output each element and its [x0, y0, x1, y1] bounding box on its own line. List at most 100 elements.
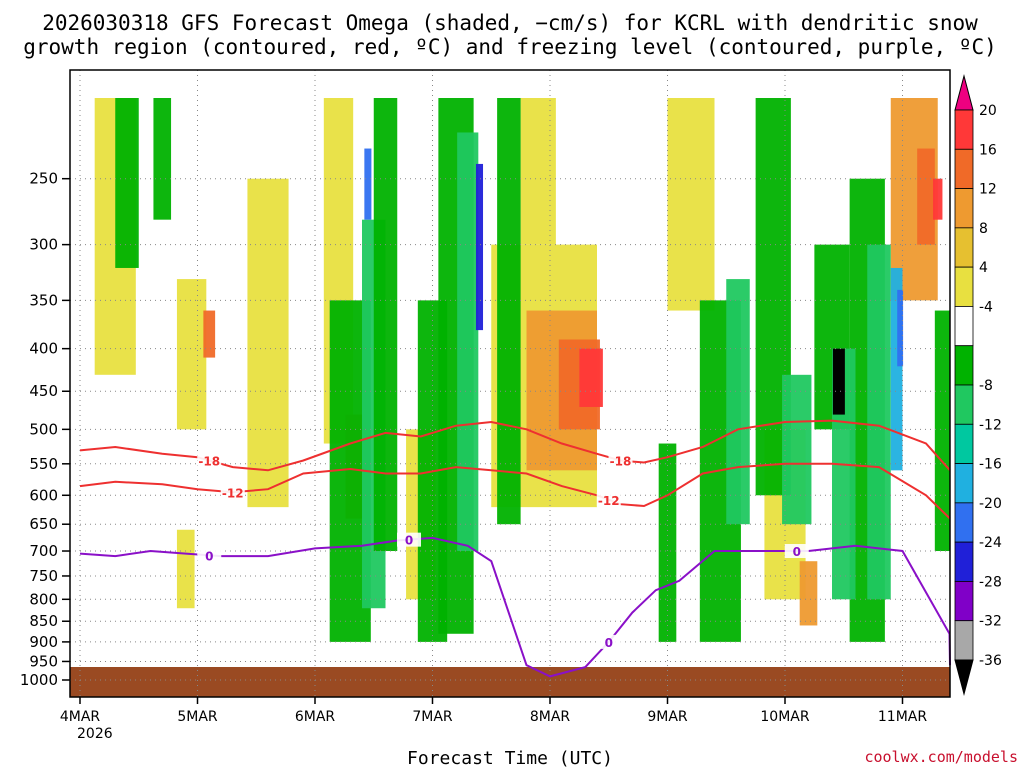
plot-frame	[69, 69, 951, 698]
contour-label: -18	[198, 455, 220, 469]
contour-label: 0	[793, 545, 801, 559]
colorbar-segment	[954, 581, 974, 622]
y-tick-label: 800	[29, 590, 58, 608]
y-tick-label: 450	[29, 382, 58, 400]
colorbar-label: -20	[979, 496, 1002, 512]
y-tick-label: 500	[29, 420, 58, 438]
contour-label-bg	[596, 634, 621, 649]
contour-label: -18	[610, 455, 632, 469]
colorbar: 20 16 12 8 4 -4 -8 -12 -16 -20 -24 -28 -32 -36	[954, 74, 1002, 696]
y-tick-label: 550	[29, 455, 58, 473]
colorbar-segment	[954, 148, 974, 189]
y-tick-label: 700	[29, 542, 58, 560]
x-tick-label: 5MAR	[177, 709, 218, 725]
omega-cell	[917, 148, 935, 245]
contour-label: 0	[605, 636, 613, 650]
y-tick-label: 850	[29, 612, 58, 630]
colorbar-segment	[954, 502, 974, 543]
x-axis-label: Forecast Time (UTC)	[407, 748, 613, 768]
y-tick-label: 300	[29, 236, 58, 254]
omega-cell	[153, 98, 172, 220]
y-tick-label: 900	[29, 633, 58, 651]
omega-cell	[799, 561, 818, 626]
chart-title-line2: growth region (contoured, red, ºC) and f…	[23, 35, 997, 59]
x-tick-label: 11MAR	[878, 709, 927, 725]
contour-label-bg	[197, 453, 222, 468]
colorbar-segment	[954, 227, 974, 268]
colorbar-label: 8	[979, 221, 988, 237]
omega-cell	[667, 98, 715, 311]
contour-label: 0	[205, 549, 213, 563]
colorbar-top-arrow	[954, 74, 974, 111]
colorbar-segment	[954, 384, 974, 425]
colorbar-label: 16	[979, 142, 997, 158]
x-tick-label: 7MAR	[412, 709, 453, 725]
omega-cell	[933, 178, 943, 220]
colorbar-segment	[954, 266, 974, 307]
omega-cell	[373, 98, 398, 552]
contour-label: 0	[405, 534, 413, 548]
y-tick-label: 750	[29, 567, 58, 585]
omega-cell	[658, 443, 677, 642]
contour-label-bg	[397, 532, 421, 547]
colorbar-label: 20	[979, 103, 997, 119]
x-tick-label: 6MAR	[295, 709, 336, 725]
colorbar-segment	[954, 463, 974, 504]
terrain-ground	[70, 667, 950, 697]
colorbar-segment	[954, 345, 974, 386]
omega-cell	[475, 163, 484, 331]
omega-cell	[115, 98, 139, 268]
omega-cell	[497, 98, 521, 525]
colorbar-label: -32	[979, 614, 1002, 630]
colorbar-segment	[954, 188, 974, 229]
x-tick-label: 8MAR	[530, 709, 571, 725]
omega-core-cell	[832, 348, 845, 415]
colorbar-label: -4	[979, 299, 993, 315]
x-tick-label: 4MAR	[60, 709, 101, 725]
contour-label-bg	[197, 548, 222, 563]
colorbar-label: -8	[979, 378, 993, 394]
y-tick-label: 350	[29, 291, 58, 309]
y-axis-ticks: 250 300 350 400 450 500 550 600 650 700 750 800 850 9…	[20, 170, 70, 689]
omega-cell	[520, 98, 556, 245]
omega-cell	[890, 267, 903, 471]
colorbar-label: -24	[979, 535, 1002, 551]
grid-lines	[70, 70, 950, 697]
x-tick-label: 9MAR	[647, 709, 688, 725]
omega-cell	[726, 279, 750, 525]
contour-label-bg	[220, 485, 245, 500]
credit-text: coolwx.com/models	[864, 748, 1018, 766]
colorbar-label: 12	[979, 182, 997, 198]
omega-shading	[94, 98, 950, 642]
y-tick-label: 600	[29, 486, 58, 504]
chart-title-line1: 2026030318 GFS Forecast Omega (shaded, −…	[42, 11, 978, 35]
colorbar-label: -12	[979, 417, 1002, 433]
omega-cell	[364, 148, 372, 220]
y-tick-label: 250	[29, 170, 58, 188]
colorbar-label: -16	[979, 457, 1002, 473]
contour-line	[79, 419, 951, 472]
omega-cell	[203, 310, 216, 358]
year-label: 2026	[77, 726, 113, 742]
contour-label: -12	[222, 486, 244, 500]
contour-label: -12	[598, 494, 620, 508]
contour-label-bg	[596, 492, 621, 507]
omega-cell	[457, 132, 479, 552]
omega-cell	[897, 289, 904, 367]
colorbar-segment	[954, 306, 974, 347]
omega-cell	[934, 310, 950, 552]
y-tick-label: 650	[29, 515, 58, 533]
x-tick-label: 10MAR	[760, 709, 809, 725]
colorbar-segment	[954, 423, 974, 464]
omega-cell	[579, 348, 603, 407]
contour-label-bg	[784, 544, 809, 559]
colorbar-segment	[954, 620, 974, 661]
y-tick-label: 400	[29, 340, 58, 358]
contour-label-bg	[608, 453, 633, 468]
colorbar-label: -36	[979, 653, 1002, 669]
omega-cell	[176, 279, 207, 430]
contour-lines: -18 -18 -12 -12 0 0 0 0	[79, 419, 951, 678]
colorbar-bottom-arrow	[954, 659, 974, 696]
colorbar-label: -28	[979, 574, 1002, 590]
